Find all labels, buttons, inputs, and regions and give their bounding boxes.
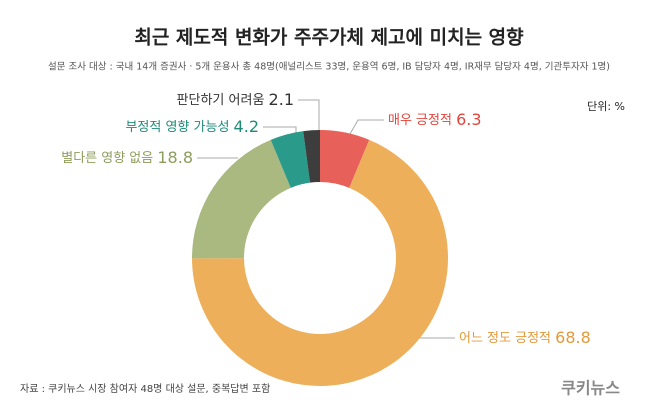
donut-slice	[270, 131, 311, 188]
slice-label-name: 부정적 영향 가능성	[125, 120, 229, 135]
slice-label-value: 68.8	[555, 328, 591, 347]
slice-label-value: 18.8	[157, 148, 193, 167]
leader-line	[298, 99, 320, 131]
slice-label: 매우 긍정적 6.3	[388, 110, 482, 129]
logo: 쿠키뉴스	[561, 379, 620, 398]
slice-label: 별다른 영향 없음 18.8	[61, 148, 193, 167]
slice-label: 부정적 영향 가능성 4.2	[125, 117, 259, 136]
slice-label-name: 판단하기 어려움	[177, 93, 265, 108]
donut-slice	[303, 130, 320, 183]
donut-slice	[192, 139, 291, 259]
chart-title: 최근 제도적 변화가 주주가체 제고에 미치는 영향	[134, 27, 524, 49]
slice-label: 판단하기 어려움 2.1	[177, 90, 294, 109]
slice-label: 어느 정도 긍정적 68.8	[459, 328, 591, 347]
unit-label: 단위: %	[587, 100, 625, 113]
slice-label-value: 4.2	[234, 117, 259, 136]
leader-line	[349, 119, 384, 135]
slice-label-name: 별다른 영향 없음	[61, 151, 153, 166]
donut-slice	[192, 139, 449, 386]
chart-subtitle: 설문 조사 대상 : 국내 14개 증권사 · 5개 운용사 총 48명(애널리…	[48, 61, 610, 73]
slice-label-value: 2.1	[269, 90, 294, 109]
slice-label-name: 어느 정도 긍정적	[459, 331, 551, 346]
donut-slice	[320, 130, 370, 188]
source-note: 자료 : 쿠키뉴스 시장 참여자 48명 대상 설문, 중복답변 포함	[20, 383, 270, 395]
slice-label-name: 매우 긍정적	[388, 113, 452, 128]
slice-label-value: 6.3	[456, 110, 481, 129]
